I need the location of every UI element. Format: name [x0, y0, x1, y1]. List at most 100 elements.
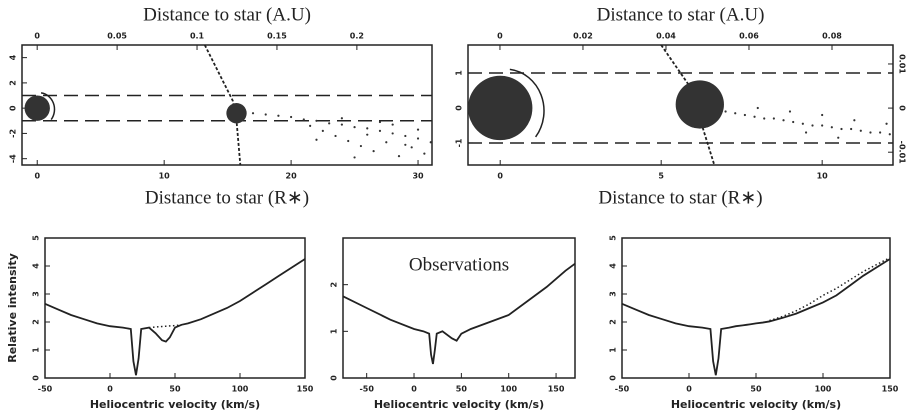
- dust-particle: [416, 128, 420, 131]
- dust-particle: [840, 127, 843, 131]
- x2-tick-label: 0.06: [739, 32, 759, 41]
- x-axis-title: Heliocentric velocity (km/s): [374, 398, 544, 411]
- y-tick-label: 0: [330, 375, 339, 381]
- x-tick-label: 150: [548, 385, 565, 394]
- x-tick-label: 10: [817, 172, 829, 181]
- x-axis-title: Distance to star (R∗): [145, 187, 309, 208]
- x-tick-label: 150: [297, 385, 314, 394]
- dust-particle: [885, 122, 888, 125]
- x-tick-label: 0: [686, 385, 692, 394]
- y-tick-label: 0: [9, 105, 18, 111]
- spectrum-line: [342, 262, 576, 365]
- y-tick-label: 2: [32, 319, 41, 325]
- y-tick-label: -4: [9, 154, 18, 163]
- y-axis-title: Relative intensity: [6, 253, 19, 363]
- x-tick-label: 100: [500, 385, 517, 394]
- dust-particle: [788, 110, 792, 113]
- spectrum-line: [44, 258, 306, 376]
- x2-tick-label: 0.04: [656, 32, 676, 41]
- x2-tick-label: 0.02: [573, 32, 593, 41]
- dust-particle: [830, 126, 833, 129]
- x-tick-label: 50: [169, 385, 181, 394]
- dust-particle: [734, 112, 737, 115]
- dust-particle: [290, 115, 293, 119]
- dust-particle: [801, 122, 804, 125]
- comet-head: [675, 80, 724, 129]
- dust-particle: [385, 141, 388, 144]
- y2-tick-label: -0.01: [898, 141, 907, 164]
- dust-particle: [743, 113, 746, 117]
- dust-particle: [264, 113, 267, 116]
- x-tick-label: 30: [412, 172, 424, 181]
- y-tick-label: 1: [455, 70, 464, 76]
- x-tick-label: 20: [286, 172, 298, 181]
- x-tick-label: 150: [882, 385, 899, 394]
- y-tick-label: 1: [32, 347, 41, 353]
- dust-particle: [340, 123, 343, 126]
- star: [24, 95, 50, 121]
- y-tick-label: 1: [330, 328, 339, 334]
- dust-particle: [888, 133, 891, 136]
- dust-particle: [391, 132, 394, 135]
- x-tick-label: 5: [658, 172, 664, 181]
- dust-particle: [429, 141, 432, 144]
- dust-particle: [372, 150, 375, 153]
- y-tick-label: 3: [32, 291, 41, 297]
- dust-particle: [804, 131, 808, 134]
- plot-frame: [621, 237, 891, 379]
- y-tick-label: -2: [9, 129, 18, 138]
- dust-particle: [753, 115, 756, 118]
- dust-particle: [334, 134, 337, 138]
- dust-particle: [321, 129, 324, 132]
- dust-particle: [378, 129, 382, 132]
- plot-frame: [21, 44, 433, 166]
- x-tick-label: 50: [750, 385, 762, 394]
- y-tick-label: 4: [9, 54, 18, 60]
- y-tick-label: 1: [609, 347, 618, 353]
- dust-particle: [821, 113, 824, 117]
- rotation-arrow: [40, 92, 56, 121]
- x-tick-label: 0: [411, 385, 417, 394]
- x2-tick-label: 0.08: [822, 32, 842, 41]
- rotation-arrow: [509, 68, 545, 138]
- y-tick-label: 0: [455, 105, 464, 111]
- y-tick-label: 0: [32, 375, 41, 381]
- top-axis-title: Distance to star (A.U): [143, 4, 311, 25]
- dust-particle: [792, 120, 795, 124]
- plot-frame: [467, 44, 894, 166]
- x-tick-label: 0: [497, 172, 503, 181]
- y-tick-label: 3: [609, 291, 618, 297]
- y-tick-label: 2: [609, 319, 618, 325]
- x2-tick-label: 0.2: [350, 32, 364, 41]
- x-tick-label: 100: [815, 385, 832, 394]
- dust-particle: [423, 152, 426, 155]
- y-tick-label: 5: [32, 235, 41, 241]
- spectrum-line: [621, 258, 891, 376]
- dust-particle: [359, 144, 363, 148]
- x-tick-label: 100: [232, 385, 249, 394]
- dust-particle: [404, 134, 407, 138]
- x-tick-label: -50: [38, 385, 53, 394]
- dust-particle: [397, 155, 401, 158]
- dust-particle: [756, 106, 759, 110]
- dust-particle: [869, 131, 872, 134]
- dust-particle: [353, 126, 356, 129]
- dust-particle: [302, 118, 305, 121]
- y-tick-label: 5: [609, 235, 618, 241]
- x-tick-label: 50: [456, 385, 468, 394]
- dust-particle: [315, 119, 318, 122]
- dust-particle: [347, 139, 350, 143]
- y-tick-label: 4: [609, 263, 618, 269]
- x-tick-label: 10: [159, 172, 171, 181]
- dust-particle: [378, 120, 382, 124]
- dust-particle: [251, 112, 255, 115]
- dust-particle: [782, 119, 785, 122]
- dust-particle: [366, 133, 369, 136]
- x-axis-title: Heliocentric velocity (km/s): [671, 398, 841, 411]
- spectrum-line: [148, 324, 182, 329]
- x2-tick-label: 0.05: [107, 32, 127, 41]
- dust-particle: [416, 137, 420, 140]
- x2-tick-label: 0.1: [190, 32, 205, 41]
- spectrum-line: [769, 256, 891, 322]
